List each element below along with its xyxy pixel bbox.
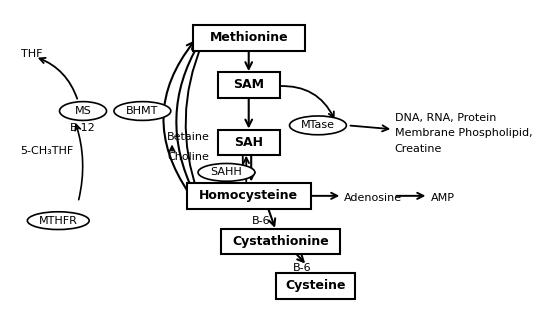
Ellipse shape [60,102,106,120]
Text: DNA, RNA, Protein: DNA, RNA, Protein [395,112,496,123]
Text: MS: MS [75,106,92,116]
FancyBboxPatch shape [187,183,311,209]
Text: SAH: SAH [234,136,263,149]
Text: Adenosine: Adenosine [344,193,402,203]
FancyBboxPatch shape [218,72,280,98]
Text: BHMT: BHMT [126,106,158,116]
Text: Methionine: Methionine [209,31,288,45]
Text: B-6: B-6 [252,216,270,226]
Text: Creatine: Creatine [395,144,442,154]
Ellipse shape [27,212,89,229]
Text: Homocysteine: Homocysteine [199,189,298,202]
Text: SAHH: SAHH [210,167,242,177]
Text: MTHFR: MTHFR [39,216,78,226]
FancyBboxPatch shape [193,25,305,51]
Text: AMP: AMP [431,193,455,203]
Text: Choline: Choline [167,152,209,162]
Ellipse shape [114,102,171,120]
Text: Cysteine: Cysteine [286,279,346,292]
Text: B-12: B-12 [70,123,96,133]
Text: SAM: SAM [233,78,264,91]
FancyBboxPatch shape [276,273,355,299]
Text: THF: THF [21,49,43,58]
FancyBboxPatch shape [221,229,340,254]
Text: MTase: MTase [301,120,335,131]
Ellipse shape [289,116,346,135]
Text: Membrane Phospholipid,: Membrane Phospholipid, [395,128,532,138]
Ellipse shape [198,163,255,181]
FancyBboxPatch shape [218,130,280,155]
Text: Cystathionine: Cystathionine [232,235,329,248]
Text: 5-CH₃THF: 5-CH₃THF [20,147,73,156]
Text: B-6: B-6 [293,264,311,273]
Text: Betaine: Betaine [167,132,210,142]
